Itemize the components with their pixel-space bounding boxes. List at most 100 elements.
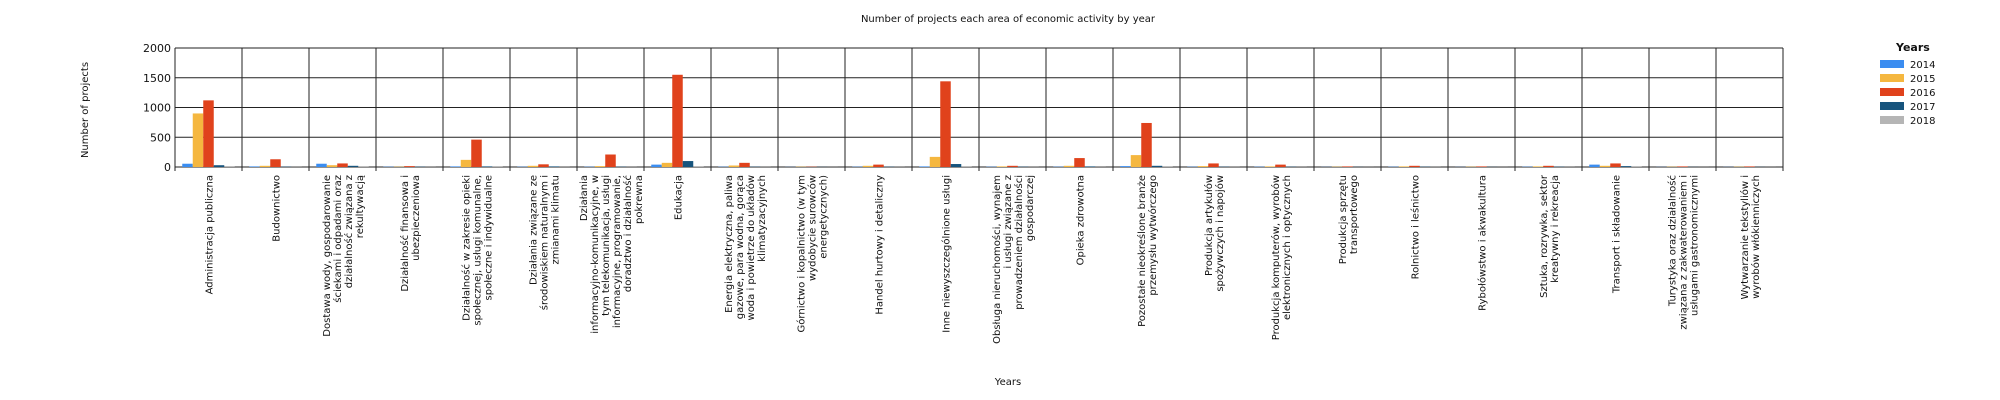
y-tick-label: 2000	[143, 42, 171, 55]
chart-title: Number of projects each area of economic…	[861, 14, 1156, 25]
bar	[1074, 158, 1085, 167]
bar	[594, 166, 606, 167]
x-tick-label: Transport i składowanie	[1612, 175, 1623, 294]
legend-label: 2016	[1910, 88, 1935, 99]
bar	[326, 165, 338, 167]
x-tick-label: Dostawa wody, gospodarowanieściekami i o…	[322, 175, 366, 337]
bar	[450, 166, 461, 167]
bar	[337, 163, 348, 167]
legend-swatch	[1880, 102, 1904, 110]
bar	[527, 165, 539, 167]
bar	[1589, 164, 1600, 167]
bar	[347, 165, 359, 167]
svg-text:Produkcja sprzętutransportoweg: Produkcja sprzętutransportowego	[1338, 175, 1360, 264]
bar	[182, 163, 193, 167]
x-tick-label: Działaniainformacyjno-komunikacyjne, wty…	[579, 175, 645, 334]
legend-swatch	[1880, 60, 1904, 68]
x-tick-label: Inne niewyszczególnione usługi	[941, 175, 953, 333]
svg-text:Turystyka oraz działalnośćzwią: Turystyka oraz działalnośćzwiązana z zak…	[1667, 175, 1701, 330]
x-tick-label: Turystyka oraz działalnośćzwiązana z zak…	[1667, 175, 1701, 330]
svg-text:Rybołówstwo i akwakultura: Rybołówstwo i akwakultura	[1477, 175, 1489, 311]
y-tick-label: 1000	[143, 102, 171, 115]
y-axis-label: Number of projects	[80, 62, 91, 158]
legend: Years 2014 2015 2016 2017 2018	[1880, 41, 1935, 127]
bar	[1275, 164, 1286, 167]
bar	[404, 166, 415, 167]
legend-label: 2014	[1910, 60, 1935, 71]
x-tick-labels: Administracja publiczna Budownictwo Dostaw…	[205, 174, 1763, 344]
x-tick-label: Pozostałe nieokreślone branżeprzemysłu w…	[1136, 175, 1159, 327]
svg-text:Budownictwo: Budownictwo	[272, 175, 283, 242]
svg-text:Opieka zdrowotna: Opieka zdrowotna	[1076, 175, 1087, 265]
bar	[259, 165, 271, 167]
bar	[460, 159, 472, 167]
bar	[940, 81, 951, 167]
x-tick-label: Sztuka, rozrywka, sektorkreatywny i rekr…	[1539, 174, 1561, 298]
bar	[481, 166, 493, 167]
bar	[929, 156, 941, 167]
svg-text:Sztuka, rozrywka, sektorkreaty: Sztuka, rozrywka, sektorkreatywny i rekr…	[1539, 174, 1561, 298]
bar	[1744, 166, 1755, 167]
y-tick-label: 1500	[143, 72, 171, 85]
bars	[182, 74, 1776, 167]
svg-text:Działaniainformacyjno-komunika: Działaniainformacyjno-komunikacyjne, wty…	[579, 175, 645, 334]
y-tick-label: 500	[150, 131, 171, 144]
bar	[192, 113, 204, 167]
x-tick-label: Administracja publiczna	[205, 175, 216, 294]
bar	[538, 164, 549, 167]
svg-text:Obsługa nieruchomości, wynajem: Obsługa nieruchomości, wynajemi usługi z…	[991, 175, 1036, 344]
legend-label: 2015	[1910, 74, 1935, 85]
bar	[1120, 166, 1131, 167]
x-tick-label: Edukacja	[674, 175, 685, 220]
legend-swatch	[1880, 74, 1904, 82]
bar	[1130, 155, 1142, 167]
bar	[1264, 166, 1276, 167]
svg-text:Energia elektryczna, paliwagaz: Energia elektryczna, paliwagazowe, para …	[724, 175, 768, 320]
bar	[1543, 165, 1554, 167]
svg-text:Edukacja: Edukacja	[674, 175, 685, 220]
svg-text:Działalność w zakresie opiekis: Działalność w zakresie opiekispołecznej,…	[461, 175, 495, 326]
svg-text:Działania związane ześrodowisk: Działania związane ześrodowiskiem natura…	[529, 175, 562, 310]
bar	[1677, 166, 1688, 167]
bar	[1620, 166, 1632, 167]
bar	[651, 164, 662, 167]
bar	[1532, 166, 1544, 167]
svg-text:Handel hurtowy i detaliczny: Handel hurtowy i detaliczny	[875, 175, 886, 315]
x-tick-label: Działalność w zakresie opiekispołecznej,…	[461, 175, 495, 326]
svg-text:Produkcja komputerów, wyrobówe: Produkcja komputerów, wyrobówelektronicz…	[1270, 175, 1293, 340]
bar	[1208, 163, 1219, 167]
svg-text:Transport i składowanie: Transport i składowanie	[1612, 175, 1623, 294]
bar	[1409, 165, 1420, 167]
x-tick-label: Rolnictwo i leśnictwo	[1410, 175, 1422, 279]
svg-text:Pozostałe nieokreślone branżep: Pozostałe nieokreślone branżeprzemysłu w…	[1136, 175, 1159, 327]
svg-text:Administracja publiczna: Administracja publiczna	[205, 175, 216, 294]
svg-text:Wytwarzanie tekstyliów iwyrobó: Wytwarzanie tekstyliów iwyrobów włókienn…	[1739, 175, 1762, 300]
svg-text:Dostawa wody, gospodarowanieśc: Dostawa wody, gospodarowanieściekami i o…	[322, 175, 366, 337]
gridlines	[174, 47, 1784, 171]
x-tick-label: Opieka zdrowotna	[1076, 175, 1087, 265]
bar	[672, 74, 683, 167]
bar	[862, 165, 874, 167]
bar	[316, 163, 327, 167]
bar	[1197, 166, 1209, 167]
x-tick-label: Wytwarzanie tekstyliów iwyrobów włókienn…	[1739, 175, 1762, 300]
legend-title: Years	[1895, 41, 1930, 54]
svg-text:Działalność finansowa iubezpie: Działalność finansowa iubezpieczeniowa	[399, 175, 422, 292]
bar	[548, 166, 560, 167]
bar	[1610, 163, 1621, 167]
bar	[728, 165, 740, 167]
x-tick-label: Działalność finansowa iubezpieczeniowa	[399, 175, 422, 292]
bar	[1151, 165, 1163, 167]
legend-swatch	[1880, 88, 1904, 96]
bar	[1007, 165, 1018, 167]
x-tick-label: Obsługa nieruchomości, wynajemi usługi z…	[991, 175, 1036, 344]
bar	[996, 166, 1008, 167]
x-tick-label: Rybołówstwo i akwakultura	[1477, 175, 1489, 311]
x-tick-label: Handel hurtowy i detaliczny	[875, 175, 886, 315]
legend-label: 2018	[1910, 116, 1935, 127]
x-axis-label: Years	[994, 377, 1021, 388]
bar	[1476, 166, 1487, 167]
bar	[1398, 166, 1410, 167]
bar	[1084, 166, 1096, 167]
bar	[249, 166, 260, 167]
